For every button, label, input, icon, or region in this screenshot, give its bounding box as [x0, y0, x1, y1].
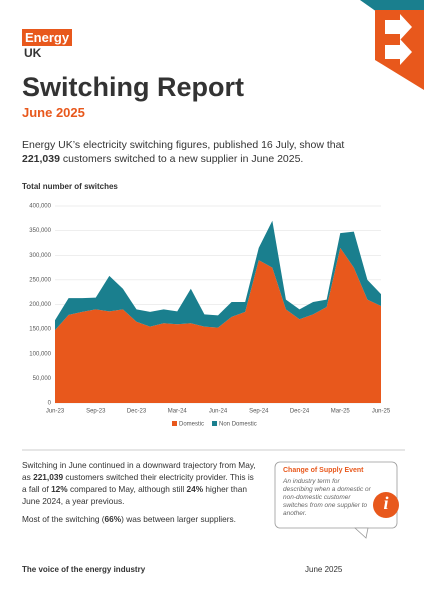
y-tick-label: 250,000 — [29, 277, 51, 283]
text-run: 66% — [104, 514, 122, 524]
text-run: Switching in June continued in a downwar… — [22, 460, 256, 482]
subtitle: June 2025 — [22, 105, 85, 120]
x-tick-label: Dec-24 — [290, 409, 310, 415]
legend-swatch — [172, 421, 177, 426]
x-tick-label: Jun-25 — [372, 409, 391, 415]
logo-bottom: UK — [24, 46, 42, 60]
info-letter: i — [383, 493, 389, 513]
y-tick-label: 0 — [48, 401, 52, 407]
text-run: Energy UK’s electricity switching figure… — [22, 139, 345, 151]
sidebar-title: Change of Supply Event — [283, 467, 364, 474]
text-run: customers switched to a new supplier in … — [59, 153, 304, 165]
x-tick-label: Mar-25 — [331, 409, 351, 415]
sidebar-box — [274, 461, 398, 529]
info-icon — [373, 492, 399, 518]
paragraph: Energy UK’s electricity switching figure… — [22, 138, 382, 166]
footer-date: June 2025 — [305, 565, 343, 574]
footer-tagline: The voice of the energy industry — [22, 565, 146, 574]
legend-label: Non Domestic — [219, 422, 257, 428]
text-run: 221,039 — [33, 472, 64, 482]
legend-swatch — [212, 421, 218, 426]
x-tick-label: Jun-23 — [46, 409, 65, 415]
x-tick-label: Sep-23 — [86, 409, 106, 415]
legend-label: Domestic — [179, 422, 204, 428]
y-tick-label: 300,000 — [29, 253, 51, 259]
text-run: Most of the switching ( — [22, 514, 105, 524]
y-tick-label: 400,000 — [29, 204, 51, 210]
intro: Energy UK’s electricity switching figure… — [22, 138, 382, 172]
logo-top: Energy — [22, 29, 73, 46]
text-run: compared to May, although still — [67, 484, 187, 494]
title: Switching Report — [22, 72, 244, 102]
arrow-icon — [385, 39, 412, 65]
text-run: 12% — [51, 484, 68, 494]
x-tick-label: Mar-24 — [168, 409, 188, 415]
x-tick-label: Jun-24 — [209, 409, 228, 415]
paragraph: Switching in June continued in a downwar… — [22, 459, 260, 507]
text-run: 221,039 — [22, 153, 60, 165]
y-tick-label: 150,000 — [29, 327, 51, 333]
x-tick-label: Sep-24 — [249, 409, 269, 415]
y-tick-label: 200,000 — [29, 302, 51, 308]
y-tick-label: 50,000 — [33, 376, 52, 382]
callout-tail — [353, 527, 369, 539]
text-run: higher than June 2024, a year previous. — [22, 484, 247, 506]
text-run: customers switched their electricity pro… — [22, 472, 254, 494]
paragraph: Most of the switching (66%) was between … — [22, 513, 260, 525]
chart-title: Total number of switches — [22, 182, 118, 191]
y-tick-label: 350,000 — [29, 228, 51, 234]
arrow-icon — [385, 14, 412, 40]
body: Switching in June continued in a downwar… — [22, 459, 260, 531]
y-tick-label: 100,000 — [29, 351, 51, 357]
sidebar-text: An industry term for describing when a d… — [283, 478, 371, 517]
area — [55, 247, 381, 403]
x-tick-label: Dec-23 — [127, 409, 147, 415]
text-run: 24% — [186, 484, 204, 494]
text-run: ) was between larger suppliers. — [121, 514, 236, 524]
